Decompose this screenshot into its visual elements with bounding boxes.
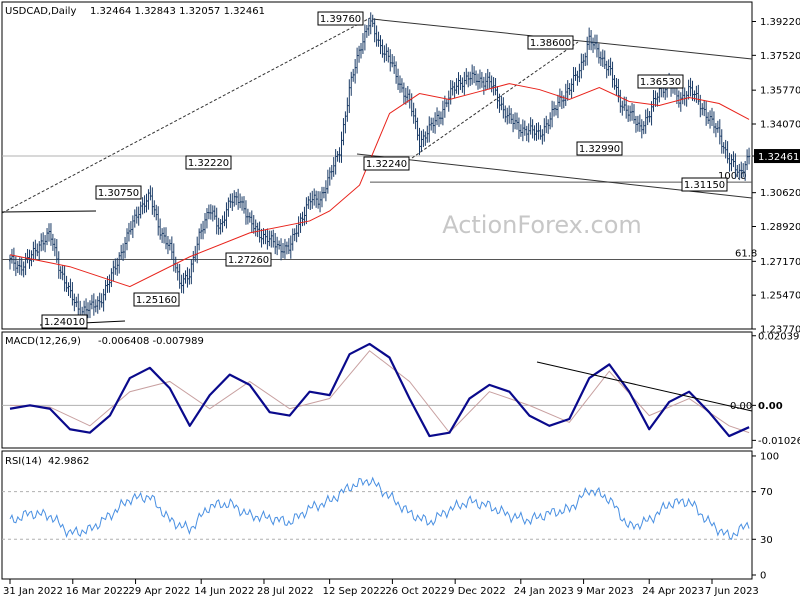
fib-61-8-label: 61.8 <box>735 249 757 260</box>
price-y-label: 1.37520 <box>760 51 800 62</box>
price-annotation-box <box>185 155 232 170</box>
current-price-flag <box>754 149 800 164</box>
rsi-title: RSI(14) <box>5 456 42 467</box>
price-annotation-label: 1.30750 <box>98 188 139 199</box>
fib-100-label: 100.0 <box>718 171 747 182</box>
price-annotation-label: 1.25160 <box>136 295 177 306</box>
price-annotation-label: 1.27260 <box>228 255 269 266</box>
x-axis-label: 24 Apr 2023 <box>642 586 704 597</box>
price-annotation-label: 1.24010 <box>44 317 85 328</box>
price-annotation-box <box>133 292 180 307</box>
price-annotation-box <box>41 314 88 329</box>
price-annotation-box <box>225 252 272 267</box>
dotted-uptrend-line-2 <box>411 41 579 159</box>
x-axis-label: 31 Jan 2022 <box>3 586 63 597</box>
x-axis-label: 29 Apr 2022 <box>129 586 191 597</box>
x-axis-label: 9 Mar 2023 <box>577 586 634 597</box>
ohlc-values: 1.32464 1.32843 1.32057 1.32461 <box>90 6 265 17</box>
rsi-y-label: 30 <box>760 535 773 546</box>
macd-line <box>9 342 750 438</box>
price-annotation-label: 1.32220 <box>188 158 229 169</box>
x-axis-label: 7 Jun 2023 <box>705 586 759 597</box>
macd-zero-label: 0.00 <box>730 401 752 412</box>
x-axis-label: 14 Jun 2022 <box>194 586 254 597</box>
price-annotation-box <box>95 185 142 200</box>
macd-signal-line <box>9 350 750 434</box>
price-y-label: 1.25470 <box>760 291 800 302</box>
x-axis-label: 28 Jul 2022 <box>257 586 314 597</box>
rsi-value: 42.9862 <box>48 456 89 467</box>
price-annotation-label: 1.36530 <box>640 77 681 88</box>
price-annotation-box <box>317 11 364 26</box>
rsi-line <box>9 476 750 540</box>
price-annotation-label: 1.39760 <box>320 14 361 25</box>
current-price-label: 1.32461 <box>758 152 799 163</box>
macd-trend-line <box>536 361 753 412</box>
price-annotation-box <box>527 35 574 50</box>
price-annotation-label: 1.31150 <box>684 180 725 191</box>
x-axis-label: 24 Jan 2023 <box>514 586 574 597</box>
price-annotation-box <box>576 141 623 156</box>
symbol-label: USDCAD,Daily <box>5 6 76 17</box>
macd-y-label: 0.00 <box>758 401 783 412</box>
price-y-label: 1.35770 <box>760 86 800 97</box>
resistance-segment <box>1 210 97 213</box>
watermark: ActionForex.com <box>442 211 642 239</box>
price-annotation-label: 1.32240 <box>366 159 407 170</box>
x-axis-label: 9 Dec 2022 <box>448 586 506 597</box>
price-annotation-box <box>363 156 410 171</box>
macd-values: -0.006408 -0.007989 <box>98 336 204 347</box>
macd-y-label: -0.01026 <box>758 436 800 447</box>
rsi-y-label: 100 <box>760 451 779 462</box>
macd-pane-frame <box>1 331 753 449</box>
price-y-label: 1.30620 <box>760 188 800 199</box>
x-axis-label: 16 Mar 2022 <box>66 586 129 597</box>
price-y-label: 1.39220 <box>760 17 800 28</box>
price-y-label: 1.28920 <box>760 222 800 233</box>
x-axis-label: 26 Oct 2022 <box>385 586 447 597</box>
x-axis-label: 12 Sep 2022 <box>323 586 386 597</box>
rsi-pane-frame <box>1 450 753 580</box>
price-y-label: 1.27170 <box>760 257 800 268</box>
rsi-y-label: 70 <box>760 487 773 498</box>
price-annotation-box <box>681 177 728 192</box>
dotted-uptrend-line-1 <box>1 17 371 214</box>
macd-y-label: 0.020399 <box>758 331 800 342</box>
price-annotation-label: 1.32990 <box>579 144 620 155</box>
price-annotation-box <box>637 74 684 89</box>
rsi-y-label: 0 <box>760 571 766 582</box>
moving-average-line <box>9 83 750 288</box>
price-y-label: 1.34070 <box>760 120 800 131</box>
macd-title: MACD(12,26,9) <box>5 336 81 347</box>
price-y-label: 1.23770 <box>760 325 800 336</box>
price-pane-frame <box>1 1 753 330</box>
price-annotation-label: 1.38600 <box>530 38 571 49</box>
